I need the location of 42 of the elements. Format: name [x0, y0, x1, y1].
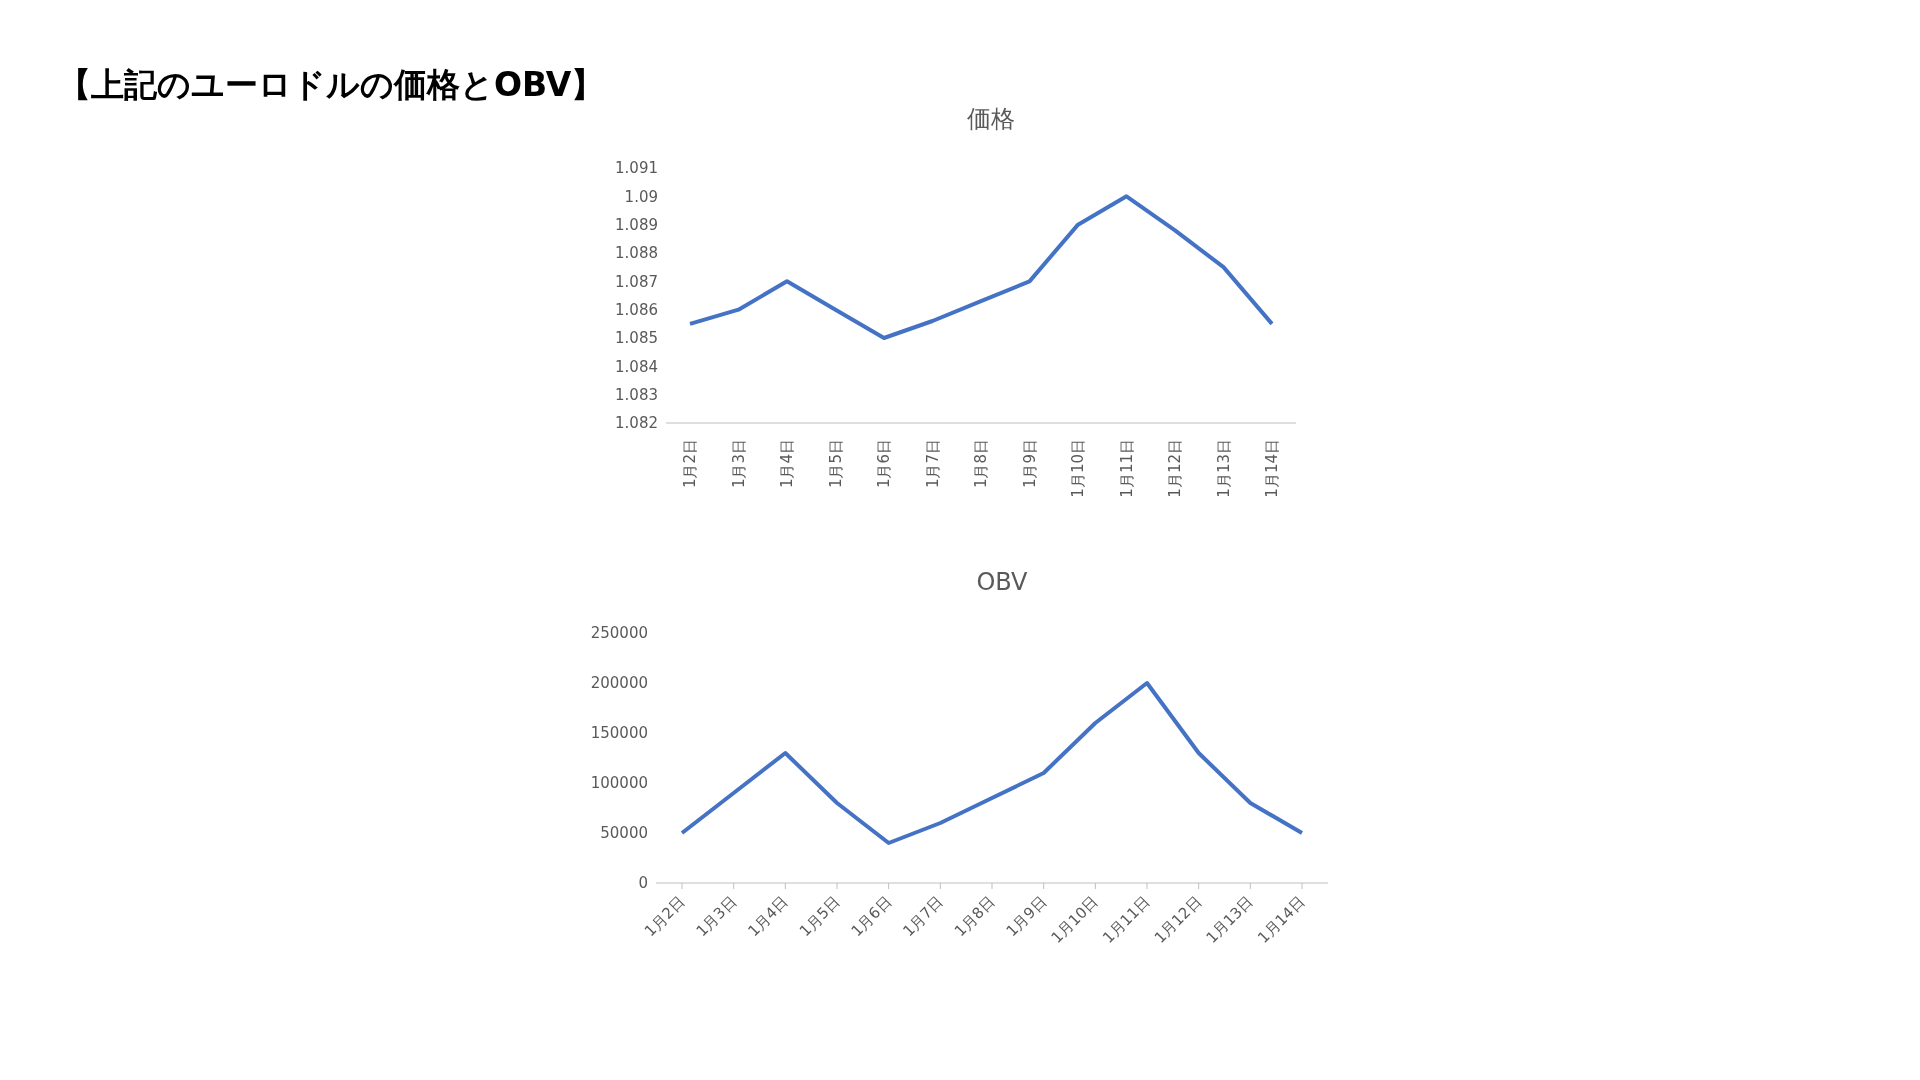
x-tick-label: 1月2日 — [681, 439, 699, 489]
line-series — [680, 681, 1304, 845]
x-tick-label: 1月14日 — [1263, 439, 1281, 498]
x-tick-label: 1月13日 — [1214, 439, 1233, 498]
y-tick-label: 1.089 — [615, 215, 658, 234]
chart-title: OBV — [975, 568, 1029, 596]
y-tick-label: 1.082 — [615, 414, 658, 433]
y-tick-label: 1.088 — [615, 244, 658, 263]
x-tick-label: 1月9日 — [1020, 439, 1039, 489]
x-tick-label: 1月6日 — [847, 892, 896, 941]
x-tick-label: 1月8日 — [972, 439, 990, 489]
chart-title: 価格 — [966, 104, 1016, 135]
x-tick-label: 1月4日 — [744, 892, 792, 941]
x-tick-label: 1月2日 — [640, 892, 689, 941]
x-tick-label: 1月4日 — [778, 439, 796, 489]
x-tick-label: 1月11日 — [1117, 439, 1136, 498]
y-tick-label: 1.084 — [615, 357, 658, 376]
x-tick-label: 1月5日 — [826, 439, 845, 489]
x-tick-label: 1月8日 — [950, 892, 999, 941]
x-tick-label: 1月10日 — [1069, 439, 1087, 498]
x-tick-label: 1月7日 — [899, 892, 947, 941]
x-tick-label: 1月3日 — [692, 892, 741, 941]
x-tick-label: 1月7日 — [923, 439, 942, 489]
x-tick-label: 1月14日 — [1254, 892, 1309, 947]
x-tick-label: 1月5日 — [795, 892, 844, 941]
y-tick-label: 50000 — [600, 824, 648, 843]
y-tick-label: 1.086 — [615, 300, 658, 319]
line-series — [688, 194, 1274, 340]
y-tick-label: 1.087 — [615, 272, 658, 291]
y-tick-label: 1.085 — [615, 329, 658, 348]
y-tick-label: 1.09 — [624, 187, 658, 206]
x-tick-label: 1月3日 — [729, 439, 748, 489]
y-tick-label: 150000 — [590, 724, 648, 743]
y-tick-label: 0 — [638, 874, 648, 893]
y-tick-label: 100000 — [590, 774, 648, 793]
x-tick-label: 1月12日 — [1166, 439, 1184, 498]
text: 【上記のユーロドルの価格とOBV】 — [58, 64, 605, 106]
y-tick-label: 1.083 — [615, 385, 658, 404]
y-tick-label: 250000 — [590, 624, 648, 643]
y-tick-label: 1.091 — [615, 159, 658, 178]
x-tick-label: 1月6日 — [875, 439, 893, 489]
y-tick-label: 200000 — [590, 674, 648, 693]
